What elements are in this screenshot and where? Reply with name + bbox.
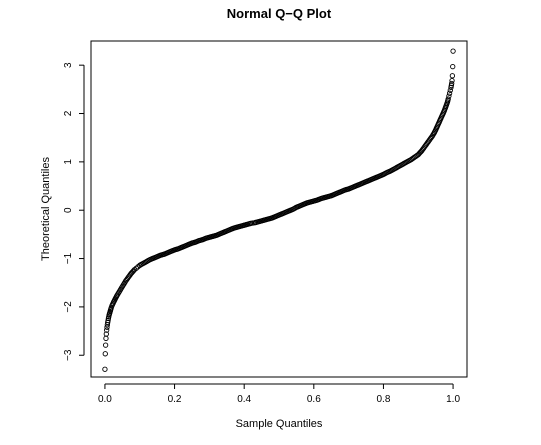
data-point [102,342,109,348]
data-point [450,48,456,54]
data-point [450,63,456,70]
data-point [447,87,453,93]
x-tick-label: 0.6 [307,394,321,405]
y-tick-label: −2 [63,301,74,313]
data-point [103,335,109,341]
data-point [105,317,111,324]
y-axis: −3 −2 −1 0 1 2 3 [63,62,85,361]
data-point [102,351,108,357]
y-tick-label: 0 [63,207,74,213]
x-tick-label: 0.4 [237,394,251,405]
data-point [449,73,456,79]
data-point [445,96,451,102]
y-tick-label: −3 [63,349,74,361]
y-axis-label: Theoretical Quantiles [40,157,52,261]
data-point [104,327,110,333]
chart-title: Normal Q−Q Plot [227,6,332,21]
y-tick-label: 2 [63,110,74,116]
x-tick-label: 0.0 [98,394,112,405]
x-tick-label: 0.8 [376,394,390,405]
data-point [104,324,110,330]
data-point [103,331,109,337]
x-axis-label: Sample Quantiles [236,418,323,430]
x-tick-label: 0.2 [168,394,182,405]
data-point [446,90,453,96]
data-point [448,82,454,89]
y-tick-label: 1 [63,159,74,165]
data-point [449,80,455,87]
x-tick-label: 1.0 [446,394,460,405]
data-point [446,93,452,99]
y-tick-label: 3 [63,62,74,68]
y-tick-label: −1 [63,252,74,264]
data-point [102,366,108,372]
data-point [449,77,455,84]
plot-frame [90,40,468,378]
data-points [102,48,456,372]
x-axis: 0.0 0.2 0.4 0.6 0.8 1.0 [98,383,460,405]
